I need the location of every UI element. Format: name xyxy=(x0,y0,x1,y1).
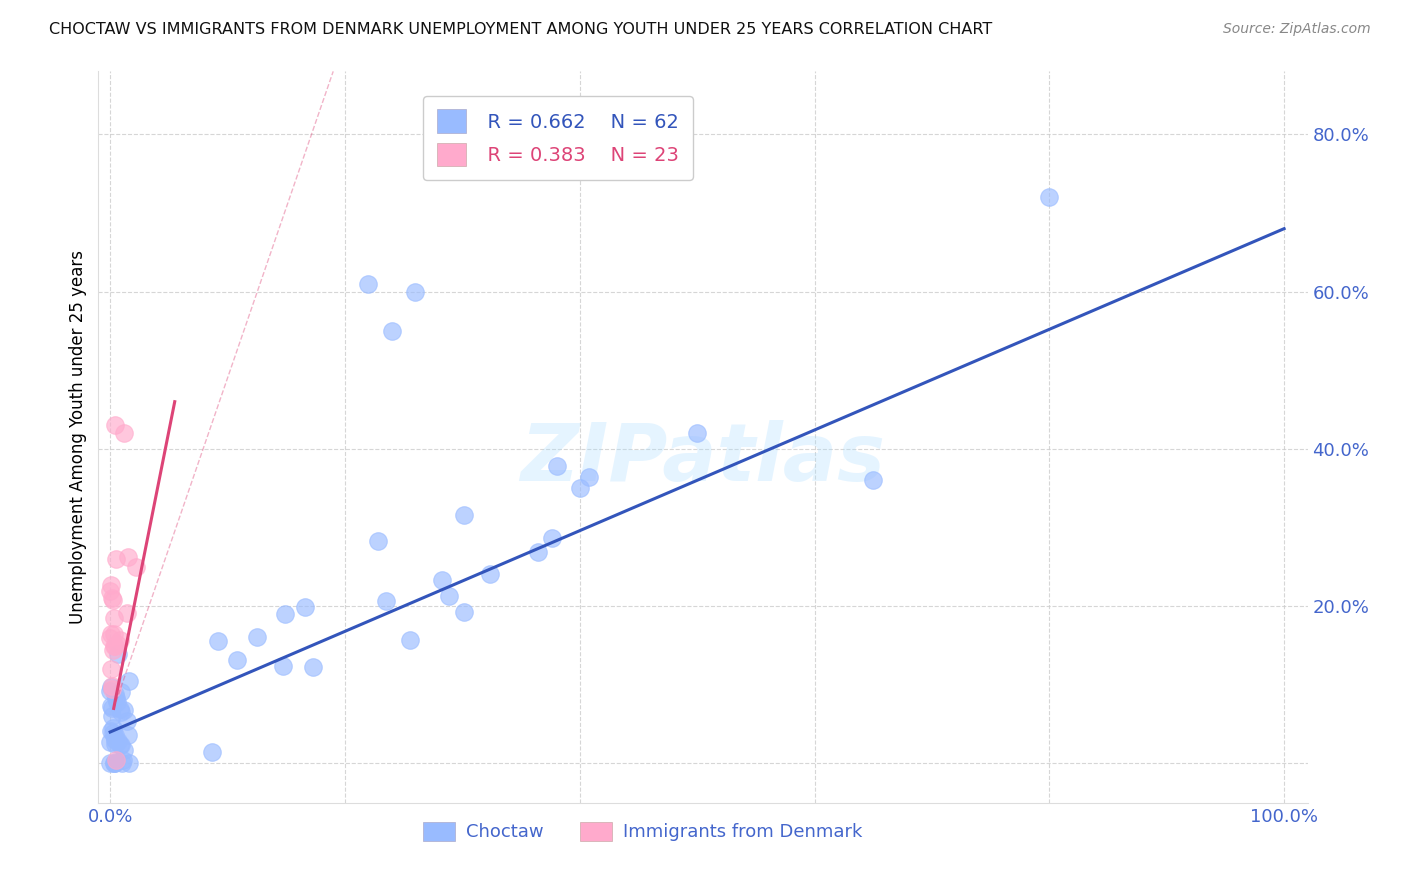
Point xyxy=(112,753,135,767)
Point xyxy=(568,481,591,495)
Point xyxy=(104,731,127,746)
Point xyxy=(437,589,460,603)
Point xyxy=(479,566,502,581)
Point xyxy=(1038,190,1060,204)
Point xyxy=(104,733,127,747)
Point xyxy=(104,737,127,751)
Point xyxy=(541,531,564,545)
Point xyxy=(453,605,475,619)
Point xyxy=(101,708,124,723)
Point xyxy=(104,639,127,653)
Point xyxy=(112,743,135,757)
Point xyxy=(101,591,124,606)
Point xyxy=(207,633,229,648)
Text: Source: ZipAtlas.com: Source: ZipAtlas.com xyxy=(1223,22,1371,37)
Point xyxy=(103,756,125,771)
Point xyxy=(118,756,141,771)
Point xyxy=(112,703,135,717)
Point xyxy=(100,698,122,713)
Point xyxy=(367,534,389,549)
Point xyxy=(103,756,125,771)
Point xyxy=(101,701,124,715)
Point xyxy=(302,660,325,674)
Point xyxy=(294,599,316,614)
Point xyxy=(374,594,396,608)
Point xyxy=(110,685,132,699)
Point xyxy=(100,724,122,739)
Point xyxy=(430,573,453,587)
Point xyxy=(100,578,122,592)
Point xyxy=(100,680,122,694)
Point xyxy=(104,728,127,742)
Point xyxy=(526,545,548,559)
Point xyxy=(117,549,139,564)
Point xyxy=(107,647,129,661)
Point xyxy=(103,726,125,740)
Point xyxy=(104,418,127,433)
Point xyxy=(117,728,139,742)
Point xyxy=(105,753,128,767)
Point xyxy=(112,426,135,441)
Point xyxy=(105,552,128,566)
Point xyxy=(108,702,131,716)
Point xyxy=(101,682,124,697)
Point xyxy=(107,637,129,651)
Point xyxy=(105,695,128,709)
Point xyxy=(246,630,269,644)
Point xyxy=(100,627,122,641)
Point xyxy=(201,746,224,760)
Point xyxy=(686,426,709,441)
Point xyxy=(110,738,132,752)
Point xyxy=(98,632,121,646)
Point xyxy=(110,705,132,719)
Point xyxy=(104,687,127,701)
Point xyxy=(100,756,122,771)
Y-axis label: Unemployment Among Youth under 25 years: Unemployment Among Youth under 25 years xyxy=(69,250,87,624)
Point xyxy=(578,470,600,484)
Point xyxy=(100,684,122,698)
Point xyxy=(105,691,128,706)
Point xyxy=(357,277,380,291)
Point xyxy=(103,611,125,625)
Point xyxy=(399,632,422,647)
Point xyxy=(111,756,134,770)
Point xyxy=(273,607,295,621)
Point xyxy=(118,674,141,689)
Point xyxy=(103,640,125,654)
Point xyxy=(110,738,132,752)
Point xyxy=(103,626,125,640)
Point xyxy=(125,559,148,574)
Point xyxy=(100,662,122,676)
Point xyxy=(862,473,884,487)
Legend: Choctaw, Immigrants from Denmark: Choctaw, Immigrants from Denmark xyxy=(415,814,870,848)
Point xyxy=(108,632,131,647)
Point xyxy=(381,324,404,338)
Text: CHOCTAW VS IMMIGRANTS FROM DENMARK UNEMPLOYMENT AMONG YOUTH UNDER 25 YEARS CORRE: CHOCTAW VS IMMIGRANTS FROM DENMARK UNEMP… xyxy=(49,22,993,37)
Point xyxy=(101,721,124,735)
Point xyxy=(107,733,129,747)
Point xyxy=(546,459,568,474)
Text: ZIPatlas: ZIPatlas xyxy=(520,420,886,498)
Point xyxy=(404,285,426,299)
Point xyxy=(271,659,294,673)
Point xyxy=(101,642,124,657)
Point xyxy=(98,583,121,598)
Point xyxy=(100,735,122,749)
Point xyxy=(226,652,249,666)
Point xyxy=(103,756,125,771)
Point xyxy=(103,593,125,607)
Point xyxy=(115,606,138,620)
Point xyxy=(453,508,475,522)
Point xyxy=(100,679,122,693)
Point xyxy=(115,714,138,728)
